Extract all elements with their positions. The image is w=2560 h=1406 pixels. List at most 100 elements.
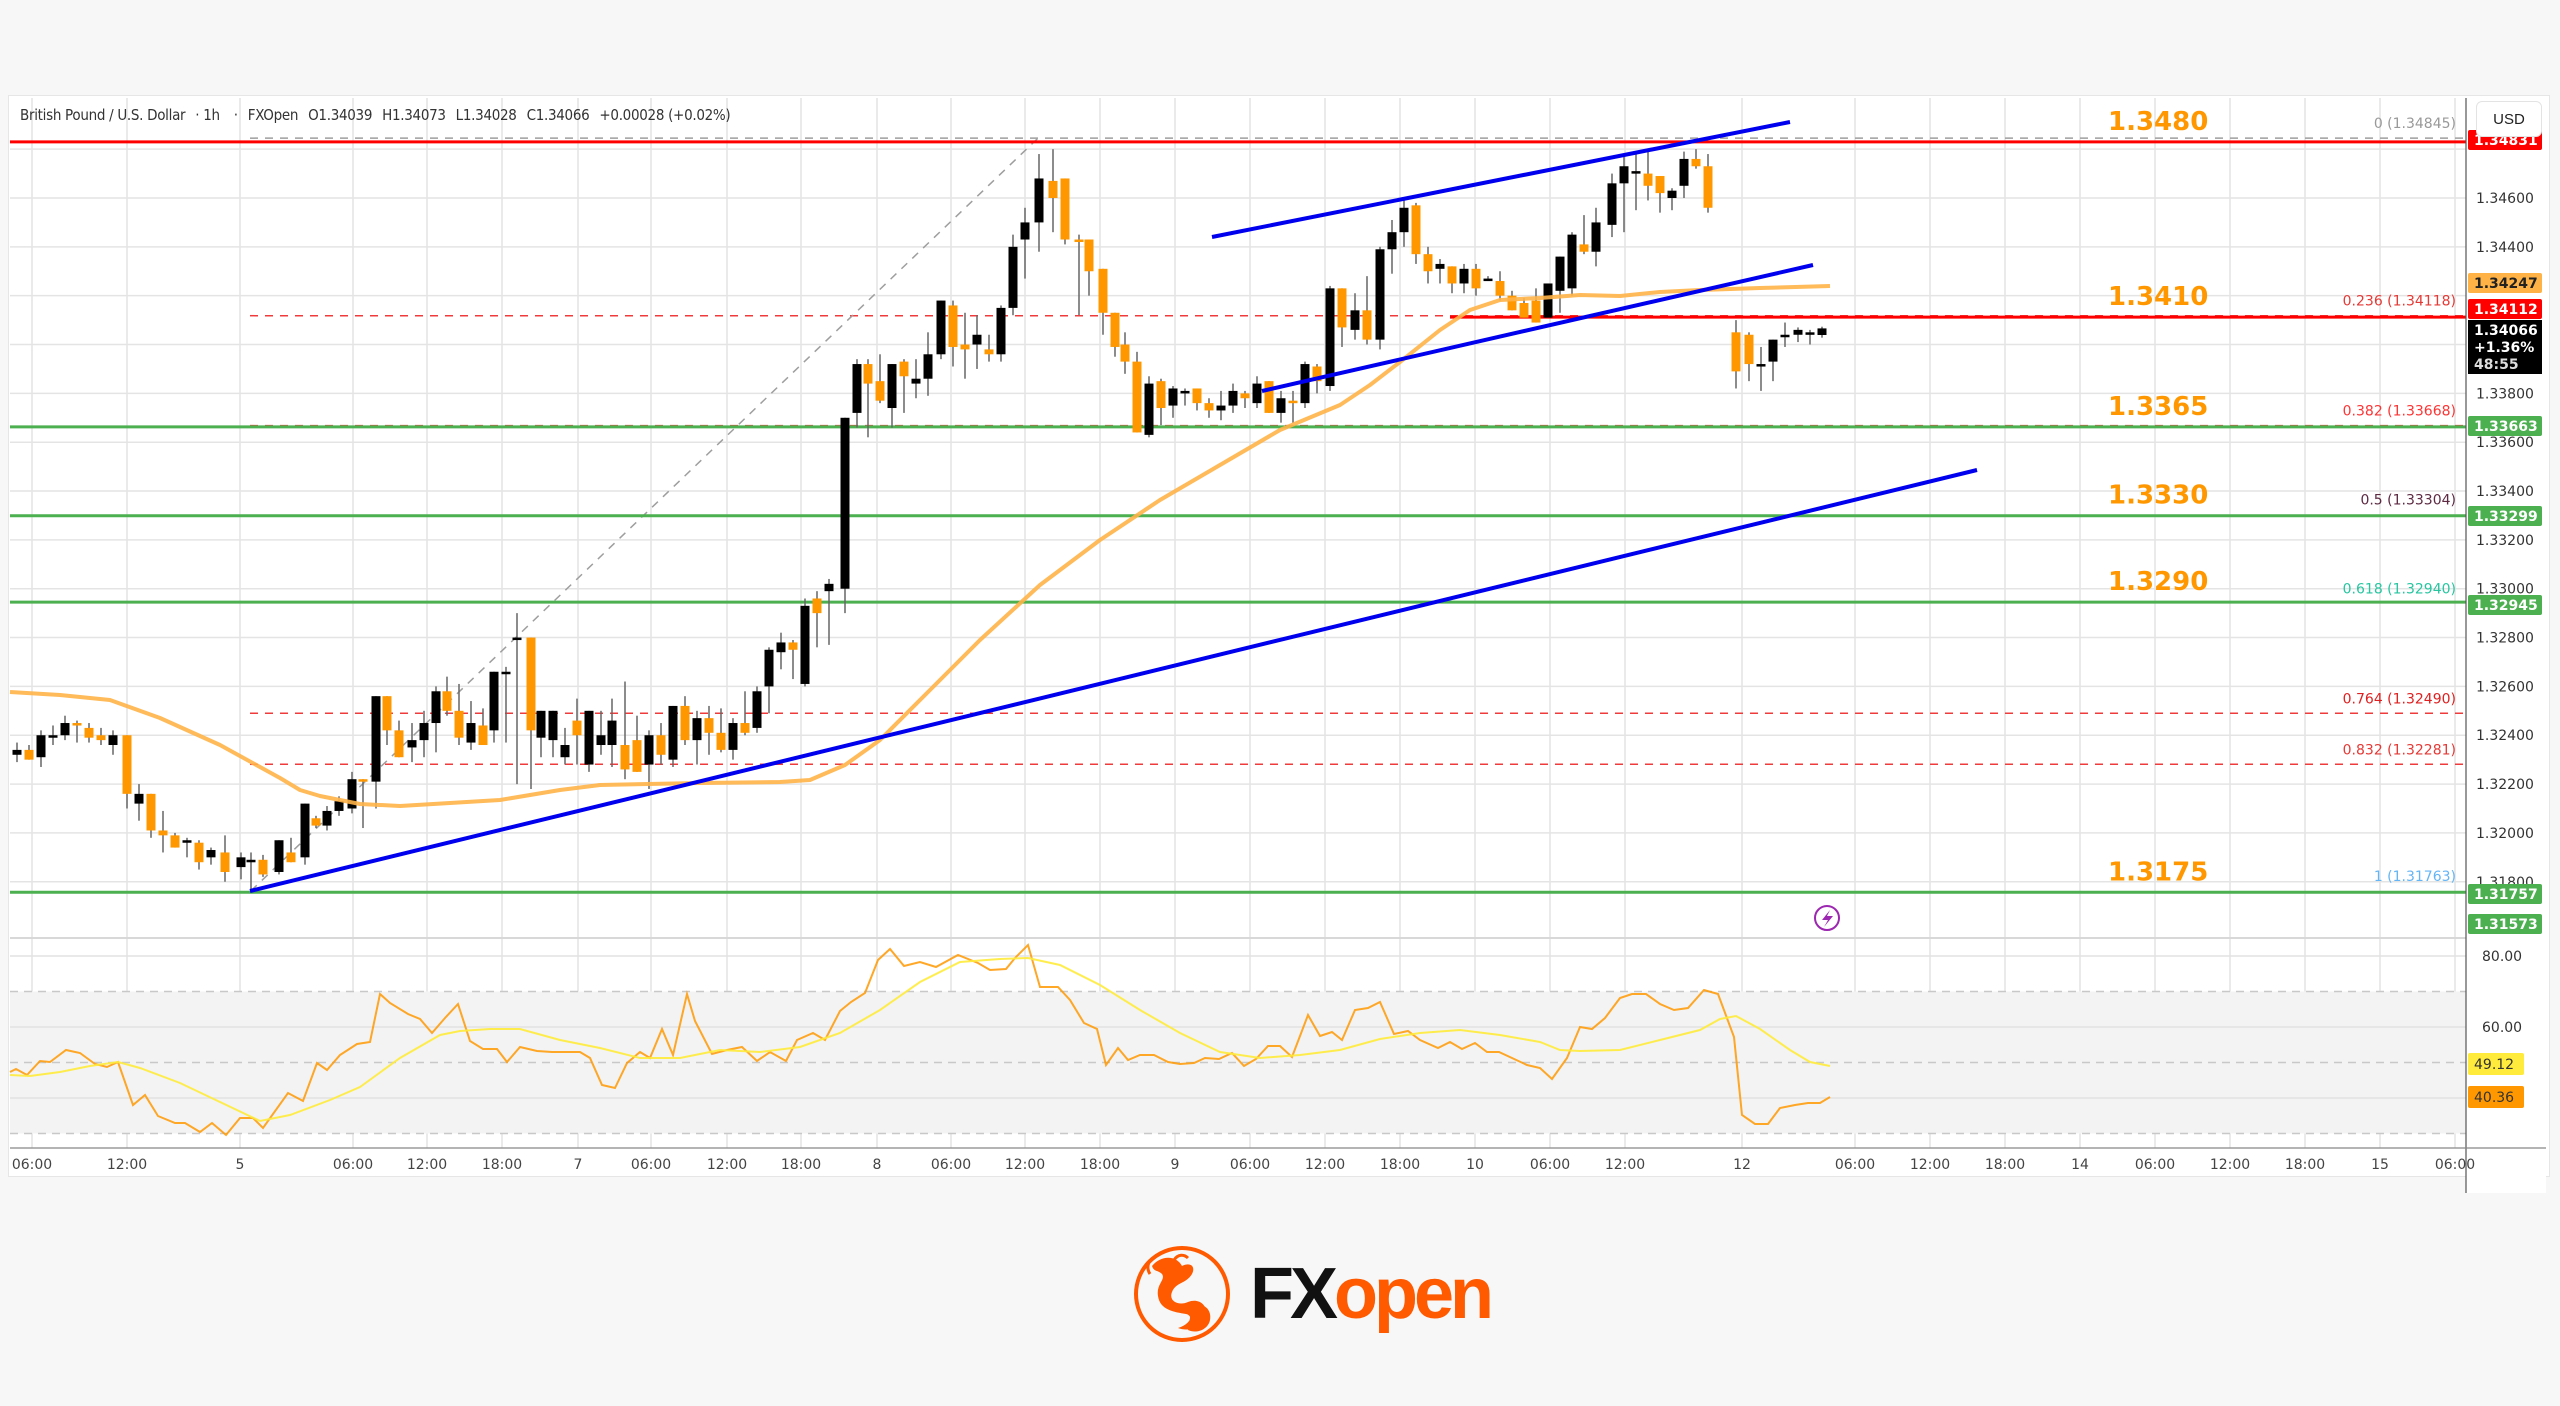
candle-body [788, 642, 798, 650]
candle-body [536, 710, 546, 738]
candle-body [1325, 288, 1335, 387]
fib-label: 0 (1.34845) [2374, 116, 2456, 132]
candle-body [258, 859, 268, 875]
candle-body [824, 583, 834, 592]
time-tick: 12:00 [1305, 1157, 1345, 1173]
price-tag: 1.33299 [2468, 506, 2542, 526]
time-tick: 8 [873, 1157, 882, 1173]
candle-body [1240, 393, 1250, 399]
time-tick: 06:00 [1835, 1157, 1875, 1173]
candle-body [1459, 268, 1469, 284]
svg-text:1.31757: 1.31757 [2474, 887, 2538, 903]
candle-body [322, 810, 332, 826]
time-tick: 12:00 [2210, 1157, 2250, 1173]
candle-body [1756, 364, 1766, 367]
time-tick: 12:00 [1605, 1157, 1645, 1173]
candle-body [182, 840, 192, 843]
time-tick: 10 [1466, 1157, 1484, 1173]
candle-body [286, 852, 296, 863]
svg-text:1.31573: 1.31573 [2474, 917, 2538, 933]
broker-name: FXOpen [247, 106, 299, 124]
price-tick: 1.32800 [2476, 631, 2534, 647]
candle-body [800, 605, 810, 684]
candle-body [1780, 334, 1790, 338]
candle-body [24, 749, 34, 760]
time-tick: 15 [2371, 1157, 2389, 1173]
candle-body [431, 691, 441, 724]
candle-body [84, 727, 94, 738]
price-tick: 1.32600 [2476, 679, 2534, 695]
candle-body [1399, 207, 1409, 233]
price-tick: 1.34600 [2476, 191, 2534, 207]
candle-body [1120, 344, 1130, 362]
fib-label: 0.764 (1.32490) [2343, 691, 2456, 707]
candle-body [656, 735, 666, 755]
price-tick: 1.34400 [2476, 240, 2534, 256]
candle-body [1793, 329, 1803, 335]
time-tick: 12:00 [707, 1157, 747, 1173]
candle-body [764, 649, 774, 687]
svg-text:1.32945: 1.32945 [2474, 598, 2538, 614]
svg-text:40.36: 40.36 [2474, 1090, 2514, 1106]
candle-body [1531, 300, 1541, 323]
time-tick: 06:00 [1230, 1157, 1270, 1173]
candlesticks [12, 149, 1827, 892]
candle-body [1192, 388, 1202, 404]
currency-button[interactable]: USD [2476, 101, 2542, 137]
price-tag: 1.34247 [2468, 273, 2542, 293]
svg-text:1.34066: 1.34066 [2474, 323, 2538, 339]
candle-body [526, 637, 536, 731]
candle-body [442, 691, 452, 711]
time-tick: 06:00 [2435, 1157, 2475, 1173]
candle-body [1312, 366, 1322, 382]
candle-body [274, 840, 284, 872]
candle-body [960, 344, 970, 350]
time-tick: 06:00 [1530, 1157, 1570, 1173]
candle-body [1034, 178, 1044, 223]
candle-body [1805, 332, 1815, 335]
rsi-line [9, 943, 1831, 1137]
candle-body [668, 705, 678, 760]
candle-body [358, 779, 368, 782]
fib-label: 0.832 (1.32281) [2343, 742, 2456, 758]
candle-body [466, 723, 476, 743]
time-tick: 18:00 [1985, 1157, 2025, 1173]
moving-average-line [9, 284, 1831, 808]
svg-text:1.34112: 1.34112 [2474, 302, 2538, 318]
price-tick: 1.32400 [2476, 728, 2534, 744]
candle-body [407, 740, 417, 748]
candle-body [170, 835, 180, 848]
svg-text:1.34247: 1.34247 [2474, 276, 2538, 292]
rsi-tag: 40.36 [2468, 1086, 2524, 1108]
time-tick: 7 [574, 1157, 583, 1173]
candle-body [311, 818, 321, 826]
symbol-name: British Pound / U.S. Dollar [20, 106, 186, 124]
trendlines-and-ma [9, 120, 1978, 931]
time-tick: 06:00 [631, 1157, 671, 1173]
candle-body [1768, 339, 1778, 362]
candle-body [692, 718, 702, 741]
candle-body [852, 364, 862, 413]
candle-body [1387, 232, 1397, 250]
fib-label: 0.5 (1.33304) [2360, 492, 2456, 508]
candle-body [1631, 171, 1641, 174]
ohlc-close: C1.34066 [526, 106, 590, 124]
brand-name: FXopen [1250, 1254, 1494, 1334]
candle-body [1495, 281, 1505, 296]
candle-body [1110, 312, 1120, 347]
candle-body [501, 671, 511, 675]
price-tick: 1.33200 [2476, 533, 2534, 549]
candle-body [220, 852, 230, 872]
candle-body [704, 718, 714, 733]
candle-body [1744, 334, 1754, 365]
candle-body [1691, 158, 1701, 167]
candle-body [716, 732, 726, 750]
time-tick: 06:00 [333, 1157, 373, 1173]
candle-body [1228, 390, 1238, 406]
price-tag: 1.31573 [2468, 914, 2542, 934]
candle-body [996, 307, 1006, 355]
time-tick: 5 [236, 1157, 245, 1173]
candle-body [1204, 403, 1214, 411]
ohlc-open: O1.34039 [308, 106, 373, 124]
